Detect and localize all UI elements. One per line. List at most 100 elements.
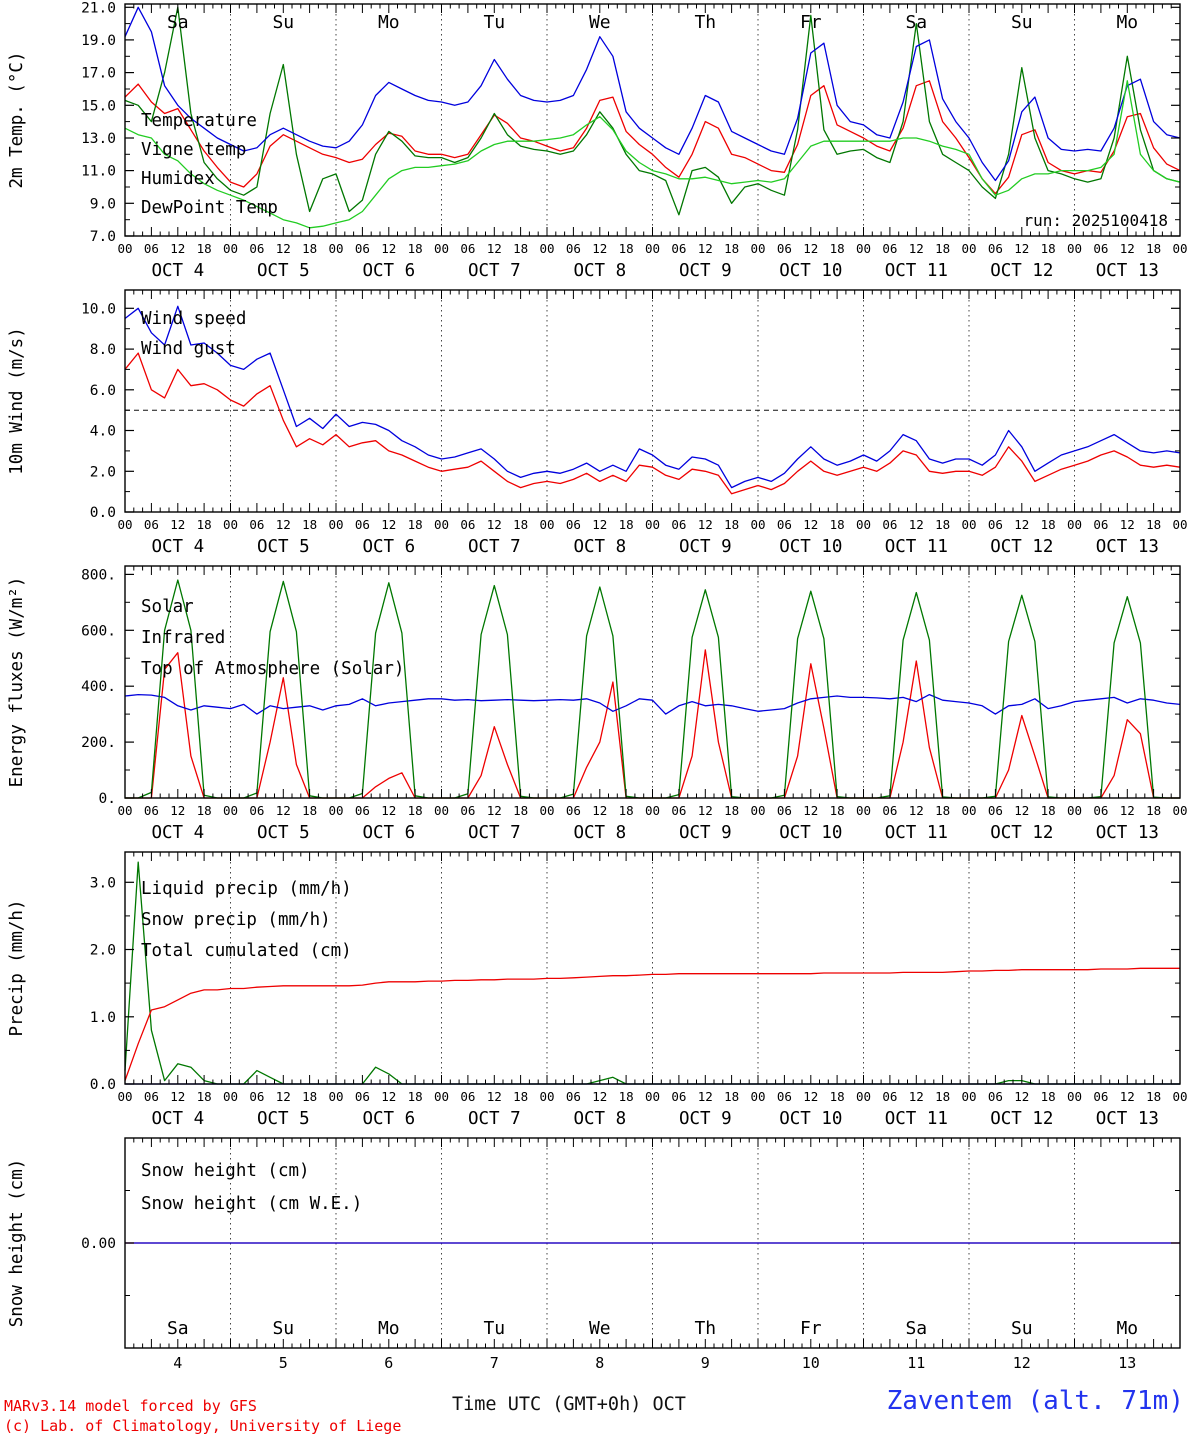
svg-text:06: 06 <box>249 1089 264 1104</box>
svg-text:06: 06 <box>882 241 897 256</box>
svg-text:00: 00 <box>1172 803 1187 818</box>
svg-text:Vigne temp: Vigne temp <box>141 140 246 160</box>
svg-text:Snow height (cm): Snow height (cm) <box>7 1159 27 1328</box>
svg-text:12: 12 <box>276 1089 291 1104</box>
svg-text:12: 12 <box>909 1089 924 1104</box>
svg-text:06: 06 <box>988 517 1003 532</box>
svg-text:06: 06 <box>460 241 475 256</box>
svg-text:12: 12 <box>487 803 502 818</box>
svg-text:OCT 6: OCT 6 <box>362 823 415 843</box>
svg-text:18: 18 <box>513 241 528 256</box>
svg-text:06: 06 <box>671 517 686 532</box>
svg-text:Mo: Mo <box>378 12 400 33</box>
svg-text:200.: 200. <box>81 735 116 751</box>
svg-text:9: 9 <box>701 1354 710 1372</box>
svg-text:06: 06 <box>988 241 1003 256</box>
svg-text:17.0: 17.0 <box>81 66 116 82</box>
svg-text:18: 18 <box>724 1089 739 1104</box>
svg-text:00: 00 <box>539 1089 554 1104</box>
panel-energy: 0. 200. 400. 600. 800. 00 06 12 18 00 06 12 18 00 06 12… <box>7 565 1188 843</box>
svg-text:2.0: 2.0 <box>90 943 116 959</box>
svg-text:00: 00 <box>856 803 871 818</box>
svg-text:06: 06 <box>249 241 264 256</box>
svg-text:12: 12 <box>592 1089 607 1104</box>
svg-text:00: 00 <box>328 241 343 256</box>
svg-text:OCT 12: OCT 12 <box>990 537 1053 557</box>
svg-text:0.0: 0.0 <box>90 505 116 521</box>
svg-text:18: 18 <box>408 241 423 256</box>
svg-text:06: 06 <box>882 1089 897 1104</box>
svg-text:00: 00 <box>1172 1089 1187 1104</box>
svg-text:18: 18 <box>935 1089 950 1104</box>
svg-text:00: 00 <box>961 803 976 818</box>
svg-text:2.0: 2.0 <box>90 464 116 480</box>
footer: MARv3.14 model forced by GFS (c) Lab. of… <box>0 1378 1194 1438</box>
svg-text:OCT 7: OCT 7 <box>468 823 521 843</box>
credits: MARv3.14 model forced by GFS (c) Lab. of… <box>4 1396 401 1437</box>
svg-text:00: 00 <box>856 517 871 532</box>
svg-text:00: 00 <box>1067 1089 1082 1104</box>
svg-text:06: 06 <box>1093 241 1108 256</box>
svg-text:00: 00 <box>117 517 132 532</box>
svg-text:Infrared: Infrared <box>141 628 225 648</box>
svg-text:00: 00 <box>750 1089 765 1104</box>
svg-text:Wind speed: Wind speed <box>141 309 246 329</box>
svg-text:6: 6 <box>384 1354 393 1372</box>
svg-text:8: 8 <box>595 1354 604 1372</box>
svg-text:00: 00 <box>539 517 554 532</box>
svg-text:OCT 8: OCT 8 <box>573 537 626 557</box>
svg-text:OCT 10: OCT 10 <box>779 1109 842 1129</box>
svg-text:OCT 9: OCT 9 <box>679 1109 732 1129</box>
svg-text:13.0: 13.0 <box>81 131 116 147</box>
svg-text:00: 00 <box>1067 241 1082 256</box>
svg-text:10: 10 <box>802 1354 820 1372</box>
svg-text:12: 12 <box>487 1089 502 1104</box>
svg-text:06: 06 <box>988 1089 1003 1104</box>
svg-text:06: 06 <box>1093 1089 1108 1104</box>
svg-text:Su: Su <box>272 12 294 33</box>
svg-text:12: 12 <box>381 241 396 256</box>
svg-text:12: 12 <box>909 241 924 256</box>
svg-text:00: 00 <box>961 517 976 532</box>
svg-text:06: 06 <box>144 517 159 532</box>
svg-text:12: 12 <box>1120 517 1135 532</box>
panel-temp: 7.0 9.0 11.0 13.0 15.0 17.0 19.0 21.0 00 06 12 18 00… <box>7 0 1188 281</box>
svg-text:OCT 4: OCT 4 <box>151 537 204 557</box>
svg-text:OCT 12: OCT 12 <box>990 1109 1053 1129</box>
svg-text:12: 12 <box>803 241 818 256</box>
svg-text:06: 06 <box>249 517 264 532</box>
svg-text:18: 18 <box>830 517 845 532</box>
svg-text:06: 06 <box>777 517 792 532</box>
svg-text:2m Temp. (°C): 2m Temp. (°C) <box>7 52 27 189</box>
meteogram-panels: 7.0 9.0 11.0 13.0 15.0 17.0 19.0 21.0 00 06 12 18 00… <box>7 0 1188 1372</box>
svg-text:OCT 13: OCT 13 <box>1096 261 1159 281</box>
svg-text:18: 18 <box>197 1089 212 1104</box>
svg-text:Tu: Tu <box>483 12 505 33</box>
svg-text:00: 00 <box>223 1089 238 1104</box>
svg-text:18: 18 <box>197 517 212 532</box>
svg-text:18: 18 <box>830 1089 845 1104</box>
svg-text:18: 18 <box>302 517 317 532</box>
svg-text:00: 00 <box>856 241 871 256</box>
svg-text:06: 06 <box>882 803 897 818</box>
svg-text:06: 06 <box>355 241 370 256</box>
svg-text:18: 18 <box>513 517 528 532</box>
svg-text:06: 06 <box>249 803 264 818</box>
svg-text:18: 18 <box>724 803 739 818</box>
svg-text:We: We <box>589 1318 611 1339</box>
svg-text:OCT 7: OCT 7 <box>468 537 521 557</box>
svg-text:12: 12 <box>592 241 607 256</box>
svg-text:00: 00 <box>117 241 132 256</box>
svg-text:06: 06 <box>355 803 370 818</box>
svg-text:00: 00 <box>223 517 238 532</box>
credit-line-1: MARv3.14 model forced by GFS <box>4 1396 257 1415</box>
svg-text:OCT 7: OCT 7 <box>468 261 521 281</box>
svg-text:Total cumulated (cm): Total cumulated (cm) <box>141 941 352 961</box>
svg-text:12: 12 <box>276 517 291 532</box>
svg-text:00: 00 <box>750 517 765 532</box>
svg-text:18: 18 <box>935 241 950 256</box>
svg-text:00: 00 <box>645 1089 660 1104</box>
svg-text:Tu: Tu <box>483 1318 505 1339</box>
svg-text:Temperature: Temperature <box>141 111 257 131</box>
svg-text:OCT 5: OCT 5 <box>257 537 310 557</box>
